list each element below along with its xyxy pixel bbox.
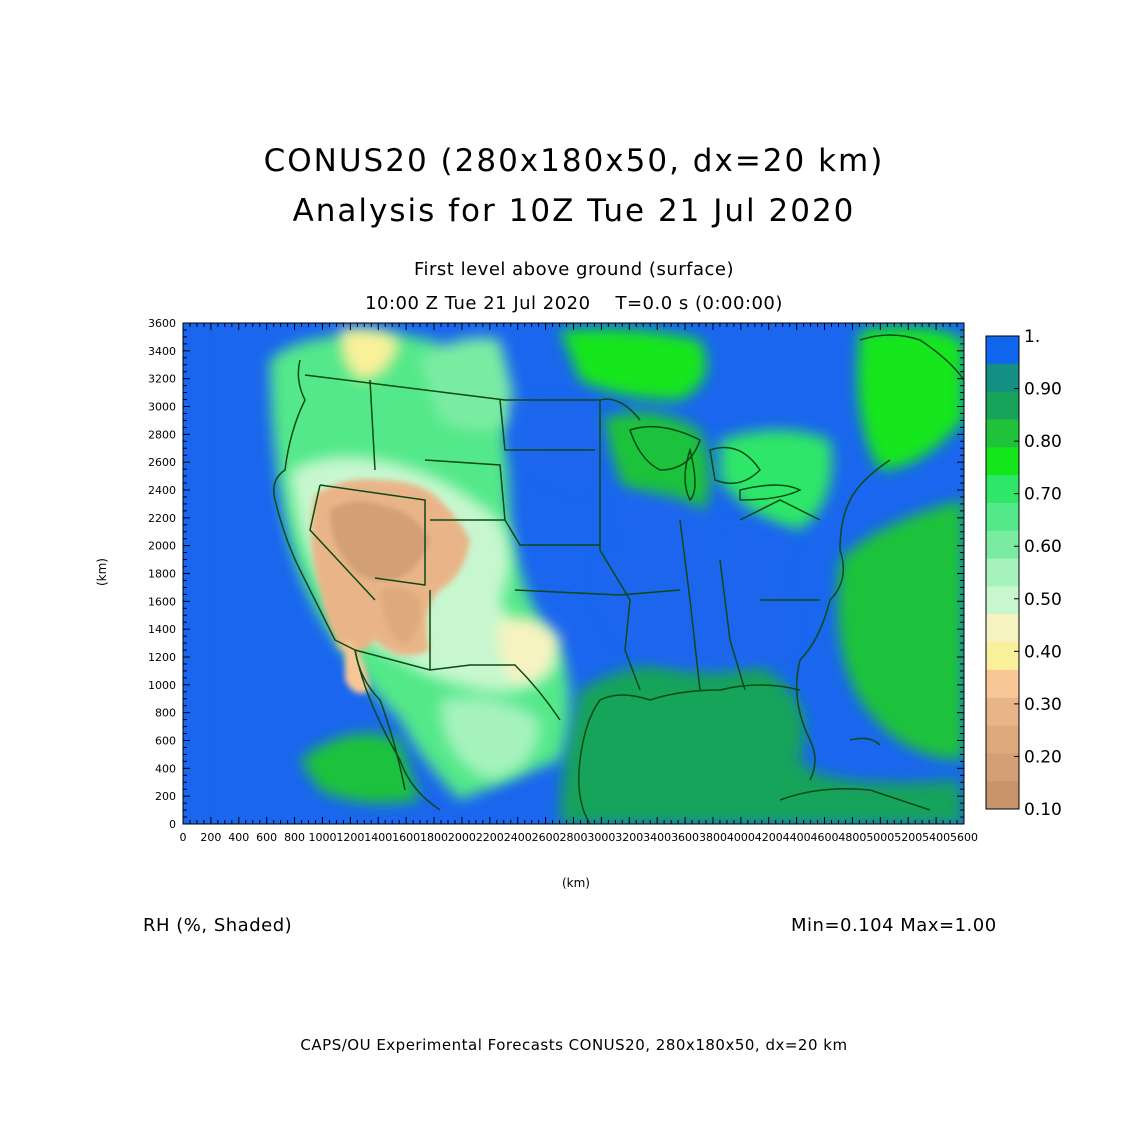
y-tick-label: 1800	[148, 568, 176, 581]
x-axis-label: (km)	[562, 876, 590, 890]
colorbar-swatch	[986, 447, 1019, 476]
x-tick-label: 4200	[755, 831, 783, 844]
x-tick-label: 2000	[448, 831, 476, 844]
x-tick-label: 3600	[671, 831, 699, 844]
x-tick-label: 5000	[866, 831, 894, 844]
y-tick-label: 2200	[148, 512, 176, 525]
x-tick-label: 600	[256, 831, 277, 844]
x-tick-label: 1000	[308, 831, 336, 844]
colorbar-label: 0.70	[1024, 485, 1062, 505]
colorbar-swatch	[986, 502, 1019, 532]
axis-ticks	[182, 322, 965, 825]
title-line-1: CONUS20 (280x180x50, dx=20 km)	[263, 143, 885, 179]
colorbar-label: 0.90	[1024, 380, 1062, 400]
colorbar-swatch	[986, 697, 1019, 727]
x-tick-label: 5400	[922, 831, 950, 844]
y-tick-label: 2400	[148, 484, 176, 497]
colorbar-label: 1.	[1024, 327, 1040, 347]
x-tick-label: 5200	[894, 831, 922, 844]
colorbar-swatch	[986, 363, 1019, 393]
colorbar-swatch	[986, 781, 1019, 810]
y-tick-label: 600	[155, 735, 176, 748]
colorbar-swatch	[986, 725, 1019, 754]
y-tick-label: 0	[169, 818, 176, 831]
y-tick-label: 200	[155, 790, 176, 803]
x-tick-label: 4400	[783, 831, 811, 844]
colorbar-swatch	[986, 558, 1019, 587]
x-tick-label: 4600	[811, 831, 839, 844]
colorbar-swatch	[986, 336, 1019, 365]
x-tick-label: 200	[200, 831, 221, 844]
y-tick-label: 2000	[148, 540, 176, 553]
colorbar-swatch	[986, 753, 1019, 782]
colorbar-label: 0.40	[1024, 642, 1062, 662]
y-tick-label: 1200	[148, 651, 176, 664]
colorbar-label: 0.50	[1024, 590, 1062, 610]
x-tick-label: 3800	[699, 831, 727, 844]
y-tick-label: 800	[155, 707, 176, 720]
x-tick-label: 1400	[364, 831, 392, 844]
x-tick-label: 3400	[643, 831, 671, 844]
colorbar-label: 0.10	[1024, 800, 1062, 820]
colorbar-swatch	[986, 475, 1019, 504]
y-tick-label: 2800	[148, 428, 176, 441]
colorbar-label: 0.60	[1024, 537, 1062, 557]
y-tick-label: 1600	[148, 595, 176, 608]
map-boundaries	[273, 334, 964, 824]
y-tick-label: 1000	[148, 679, 176, 692]
x-tick-label: 5600	[950, 831, 978, 844]
x-tick-label: 4000	[727, 831, 755, 844]
y-tick-labels: 0 200 400 600 800 1000 1200 1400 1600 1800 2000 220…	[148, 317, 176, 831]
y-tick-label: 2600	[148, 456, 176, 469]
colorbar-label: 0.30	[1024, 695, 1062, 715]
colorbar-swatch	[986, 614, 1019, 643]
x-tick-label: 1800	[420, 831, 448, 844]
x-tick-label: 800	[284, 831, 305, 844]
y-axis-label: (km)	[95, 558, 109, 586]
colorbar-frame	[985, 335, 1020, 810]
rh-shaded-field	[183, 323, 964, 824]
x-tick-label: 3200	[615, 831, 643, 844]
x-tick-label: 1200	[336, 831, 364, 844]
y-tick-label: 3600	[148, 317, 176, 330]
y-tick-label: 1400	[148, 623, 176, 636]
colorbar-label: 0.20	[1024, 747, 1062, 767]
x-tick-label: 2400	[504, 831, 532, 844]
colorbar: 1. 0.90 0.80 0.70 0.60 0.50 0.40 0.30 0.20 0.10	[985, 327, 1062, 820]
x-tick-label: 0	[180, 831, 187, 844]
colorbar-swatch	[986, 419, 1019, 448]
minmax-label: Min=0.104 Max=1.00	[791, 915, 997, 936]
colorbar-swatch	[986, 530, 1019, 560]
x-tick-label: 400	[228, 831, 249, 844]
colorbar-swatch	[986, 586, 1019, 615]
colorbar-swatch	[986, 391, 1019, 420]
colorbar-swatch	[986, 669, 1019, 699]
y-tick-label: 3000	[148, 401, 176, 414]
y-tick-label: 400	[155, 762, 176, 775]
colorbar-label: 0.80	[1024, 432, 1062, 452]
x-tick-label: 4800	[838, 831, 866, 844]
x-tick-labels: 0 200 400 600 800 1000 1200 1400 1600 1800 2000 220…	[180, 831, 979, 844]
footer-credit: CAPS/OU Experimental Forecasts CONUS20, …	[300, 1036, 848, 1054]
title-line-2: Analysis for 10Z Tue 21 Jul 2020	[292, 193, 856, 229]
x-tick-label: 1600	[392, 831, 420, 844]
colorbar-swatch	[986, 642, 1019, 671]
x-tick-label: 2600	[532, 831, 560, 844]
level-label: First level above ground (surface)	[413, 259, 735, 280]
x-tick-label: 2800	[560, 831, 588, 844]
y-tick-label: 3200	[148, 373, 176, 386]
variable-label: RH (%, Shaded)	[143, 915, 293, 936]
y-tick-label: 3400	[148, 345, 176, 358]
x-tick-label: 3000	[587, 831, 615, 844]
x-tick-label: 2200	[476, 831, 504, 844]
time-label: 10:00 Z Tue 21 Jul 2020 T=0.0 s (0:00:00…	[365, 293, 783, 314]
